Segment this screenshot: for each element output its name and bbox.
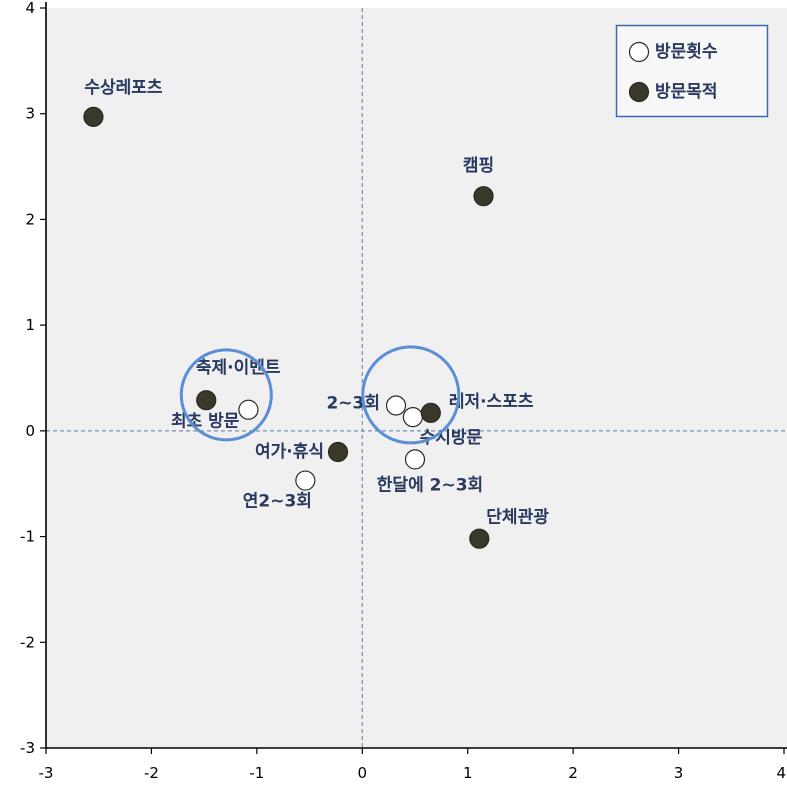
axes: -3 -2 -1 0 1 2 3 4 -3 -2 -1 0 1 2 3 4: [20, 0, 787, 782]
visit-frequency-point: [404, 449, 426, 470]
y-tick-label: -3: [20, 739, 35, 757]
point-label: 최초 방문: [171, 412, 240, 432]
visit-purpose-point: [196, 390, 217, 411]
legend-marker-visit-frequency: [628, 41, 650, 63]
x-tick-label: 1: [463, 764, 473, 782]
y-tick-label: 2: [25, 210, 35, 228]
x-tick-label: 3: [674, 764, 684, 782]
plot-area: [46, 8, 787, 748]
point-label: 2~3회: [326, 393, 380, 413]
legend-label-visit-frequency: 방문횟수: [655, 42, 718, 62]
y-tick-label: 0: [25, 422, 35, 440]
legend-label-visit-purpose: 방문목적: [655, 82, 718, 102]
x-tick-label: -2: [144, 764, 159, 782]
visit-frequency-point: [295, 470, 316, 491]
point-label: 한달에 2~3회: [377, 474, 483, 495]
visit-purpose-point: [469, 528, 490, 549]
x-tick-label: 0: [358, 764, 368, 782]
data-points: [83, 106, 494, 549]
y-tick-label: 1: [25, 316, 35, 334]
point-label: 수상레포츠: [84, 78, 163, 98]
legend: 방문횟수 방문목적: [615, 24, 769, 118]
visit-purpose-point: [83, 106, 104, 127]
visit-purpose-point: [420, 402, 441, 423]
y-tick-label: 4: [25, 0, 35, 17]
x-tick-label: -3: [39, 764, 54, 782]
highlight-circle: [179, 348, 273, 442]
point-label: 수시방문: [420, 428, 483, 448]
highlight-circle: [361, 345, 461, 445]
legend-box: [615, 24, 769, 118]
x-tick-label: 4: [776, 764, 786, 782]
y-tick-label: -2: [20, 633, 35, 651]
legend-marker-visit-purpose: [628, 81, 650, 103]
y-tick-label: 3: [25, 105, 35, 123]
reference-lines: [46, 8, 787, 748]
point-label: 단체관광: [486, 508, 549, 528]
visit-purpose-point: [327, 441, 349, 463]
point-label: 캠핑: [463, 156, 494, 176]
point-label: 여가·휴식: [255, 441, 324, 462]
highlight-circles: [179, 345, 461, 445]
point-label: 연2~3회: [243, 492, 312, 512]
visit-frequency-point: [402, 407, 423, 428]
visit-frequency-point: [385, 395, 407, 416]
x-tick-label: -1: [249, 764, 264, 782]
visit-frequency-point: [238, 399, 259, 420]
visit-purpose-point: [473, 186, 494, 207]
x-tick-label: 2: [568, 764, 578, 782]
y-tick-label: -1: [20, 528, 35, 546]
point-label: 레저·스포츠: [449, 392, 534, 412]
